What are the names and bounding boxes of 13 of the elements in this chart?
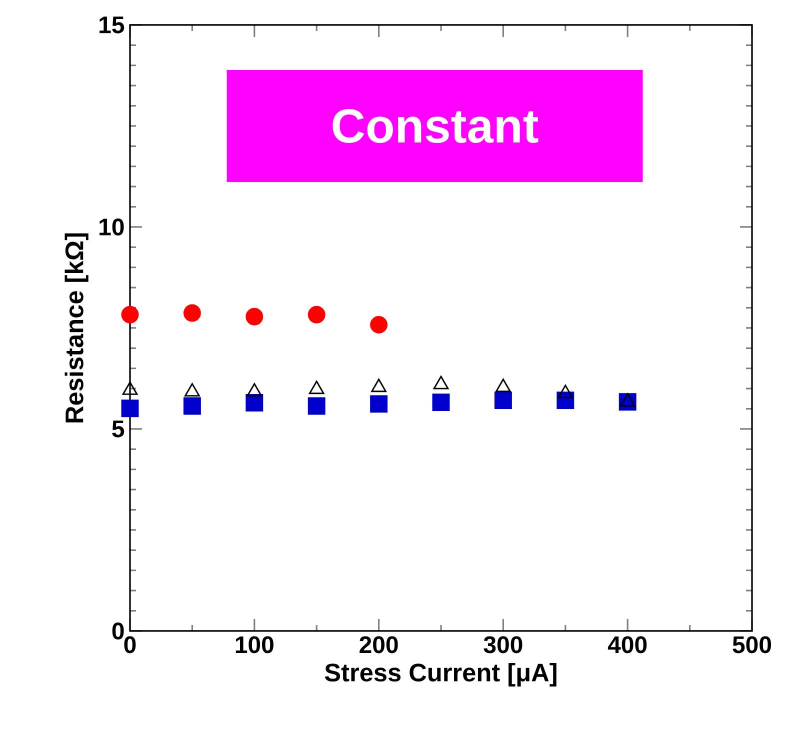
y-tick-label: 0 (112, 622, 124, 640)
y-tick-label: 15 (100, 16, 124, 34)
y-tick-label: 5 (112, 420, 124, 438)
x-tick-label: 200 (360, 636, 398, 654)
x-tick-label: 0 (124, 636, 136, 654)
x-tick-label: 400 (608, 636, 647, 654)
y-axis-title: Resistance [kΩ] (64, 233, 88, 422)
annotation: Constant (332, 109, 538, 143)
x-tick-label: 500 (732, 636, 772, 654)
x-tick-label: 300 (484, 636, 522, 654)
x-axis-title: Stress Current [μA] (324, 662, 556, 687)
x-tick-label: 100 (236, 636, 274, 654)
y-tick-label: 10 (100, 218, 124, 236)
